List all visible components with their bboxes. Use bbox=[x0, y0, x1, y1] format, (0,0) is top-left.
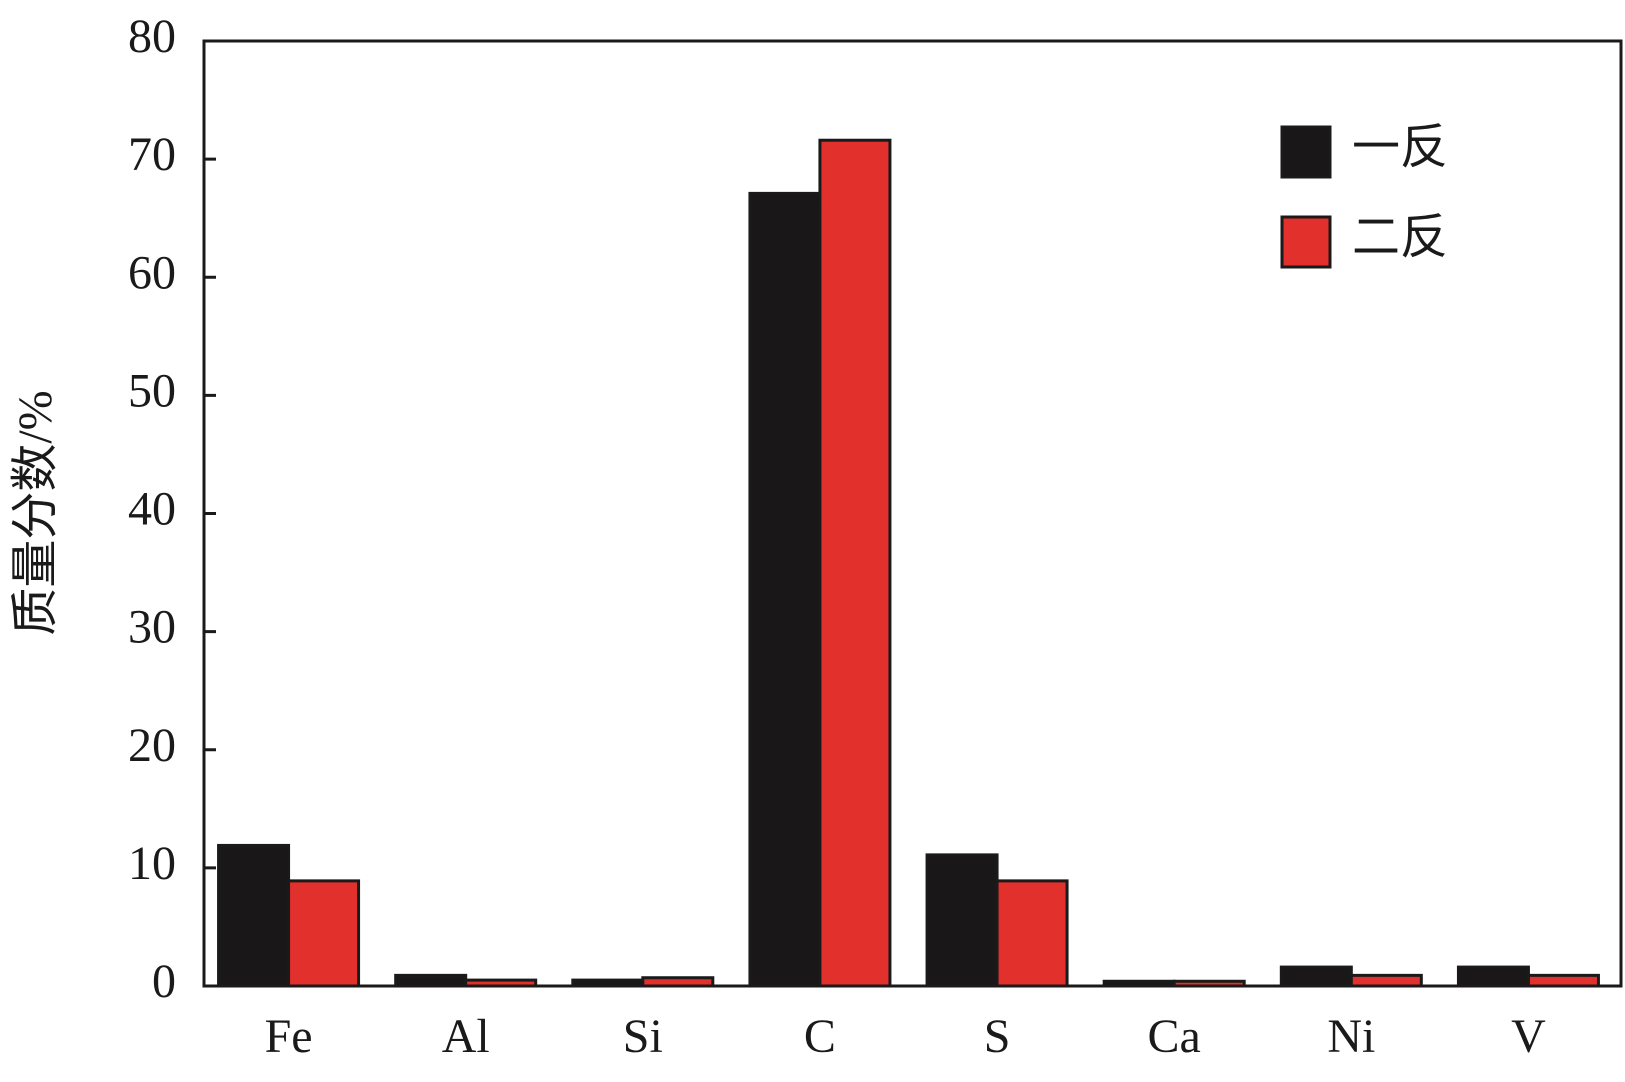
y-tick-label: 20 bbox=[128, 719, 176, 772]
bar bbox=[1456, 965, 1530, 988]
x-tick-label: C bbox=[804, 1010, 836, 1063]
y-tick-label: 30 bbox=[128, 601, 176, 654]
y-tick-label: 60 bbox=[128, 246, 176, 299]
bar bbox=[217, 843, 291, 988]
legend-swatch bbox=[1280, 125, 1332, 179]
y-tick-label: 50 bbox=[128, 364, 176, 417]
bar bbox=[1349, 973, 1423, 988]
bar bbox=[1526, 973, 1600, 988]
x-tick-label: Si bbox=[623, 1010, 663, 1063]
y-tick-label: 70 bbox=[128, 128, 176, 181]
plot-frame bbox=[202, 39, 1623, 988]
legend-swatch bbox=[1280, 215, 1332, 269]
bar bbox=[818, 138, 892, 988]
bar bbox=[925, 853, 999, 988]
y-tick-label: 10 bbox=[128, 837, 176, 890]
y-tick-label: 0 bbox=[152, 955, 176, 1008]
y-tick-label: 40 bbox=[128, 483, 176, 536]
legend-label: 二反 bbox=[1352, 211, 1448, 264]
bar bbox=[287, 879, 361, 988]
x-tick-label: Fe bbox=[265, 1010, 313, 1063]
x-tick-label: Ni bbox=[1327, 1010, 1375, 1063]
bar bbox=[394, 973, 468, 988]
y-axis-label: 质量分数/% bbox=[9, 390, 62, 635]
legend-label: 一反 bbox=[1352, 121, 1448, 174]
bar bbox=[995, 879, 1069, 988]
x-tick-label: Ca bbox=[1148, 1010, 1201, 1063]
x-tick-label: Al bbox=[442, 1010, 490, 1063]
x-tick-label: S bbox=[984, 1010, 1011, 1063]
bar bbox=[748, 191, 822, 988]
y-tick-label: 80 bbox=[128, 10, 176, 63]
x-tick-label: V bbox=[1511, 1010, 1546, 1063]
bar bbox=[1279, 965, 1353, 988]
